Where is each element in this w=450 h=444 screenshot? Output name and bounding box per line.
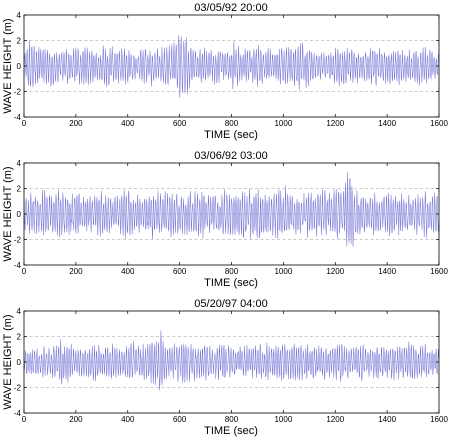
panel-title: 03/05/92 20:00 [194,2,267,14]
wave-panel-1: 03/05/92 20:00 -4 -2 0 2 4 0 200 400 600 800 1000… [2,2,448,141]
x-tick-label: 1400 [378,119,396,128]
x-tick-label: 800 [225,267,239,276]
x-tick-label: 1200 [326,119,344,128]
y-tick-label: 4 [17,11,22,20]
x-tick-label: 200 [69,415,83,424]
x-tick-label: 600 [173,415,187,424]
panel-title: 05/20/97 04:00 [194,298,267,310]
y-axis-label: WAVE HEIGHT (m) [2,18,14,113]
x-tick-labels: 0 200 400 600 800 1000 1200 1400 1600 [22,15,448,128]
wave-height-trace [23,172,439,247]
x-tick-label: 400 [121,415,135,424]
x-tick-label: 1600 [430,119,448,128]
y-tick-labels: -4 -2 0 2 4 [14,307,439,418]
y-tick-label: 0 [17,210,22,219]
panel-title: 03/06/92 03:00 [194,150,267,162]
y-tick-label: -2 [14,88,22,97]
y-tick-label: -4 [14,261,22,270]
wave-panel-3: 05/20/97 04:00 -4 -2 0 2 4 0 200 400 600 800 1000… [2,298,448,437]
x-tick-label: 200 [69,119,83,128]
y-tick-label: -2 [14,236,22,245]
x-tick-label: 200 [69,267,83,276]
x-tick-label: 1000 [274,267,292,276]
x-axis-label: TIME (sec) [204,129,258,141]
x-axis-label: TIME (sec) [204,277,258,289]
wave-height-trace [23,35,439,98]
y-tick-label: 0 [17,62,22,71]
y-tick-label: 0 [17,358,22,367]
x-tick-label: 600 [173,119,187,128]
x-tick-label: 400 [121,119,135,128]
x-tick-label: 600 [173,267,187,276]
wave-panel-2: 03/06/92 03:00 -4 -2 0 2 4 0 200 400 600 800 1000… [2,150,448,289]
x-tick-label: 800 [225,415,239,424]
wave-height-trace [23,330,439,391]
y-tick-label: -4 [14,113,22,122]
y-tick-label: 4 [17,159,22,168]
wave-series [23,172,439,247]
x-tick-label: 1000 [274,119,292,128]
x-tick-label: 1600 [430,267,448,276]
x-axis-label: TIME (sec) [204,425,258,437]
wave-series [23,35,439,98]
y-tick-label: 2 [17,185,22,194]
y-tick-label: 4 [17,307,22,316]
x-tick-label: 1400 [378,267,396,276]
x-tick-label: 400 [121,267,135,276]
x-tick-labels: 0 200 400 600 800 1000 1200 1400 1600 [22,163,448,276]
x-tick-label: 0 [22,415,27,424]
y-tick-labels: -4 -2 0 2 4 [14,11,439,122]
x-tick-label: 0 [22,267,27,276]
x-tick-label: 1200 [326,415,344,424]
wave-series [23,330,439,391]
y-tick-label: 2 [17,333,22,342]
y-tick-labels: -4 -2 0 2 4 [14,159,439,270]
x-tick-label: 1000 [274,415,292,424]
y-tick-label: 2 [17,37,22,46]
x-tick-label: 1200 [326,267,344,276]
y-axis-label: WAVE HEIGHT (m) [2,314,14,409]
x-tick-label: 800 [225,119,239,128]
y-tick-label: -4 [14,409,22,418]
y-tick-label: -2 [14,384,22,393]
y-axis-label: WAVE HEIGHT (m) [2,166,14,261]
x-tick-label: 0 [22,119,27,128]
x-tick-labels: 0 200 400 600 800 1000 1200 1400 1600 [22,311,448,424]
x-tick-label: 1400 [378,415,396,424]
x-tick-label: 1600 [430,415,448,424]
